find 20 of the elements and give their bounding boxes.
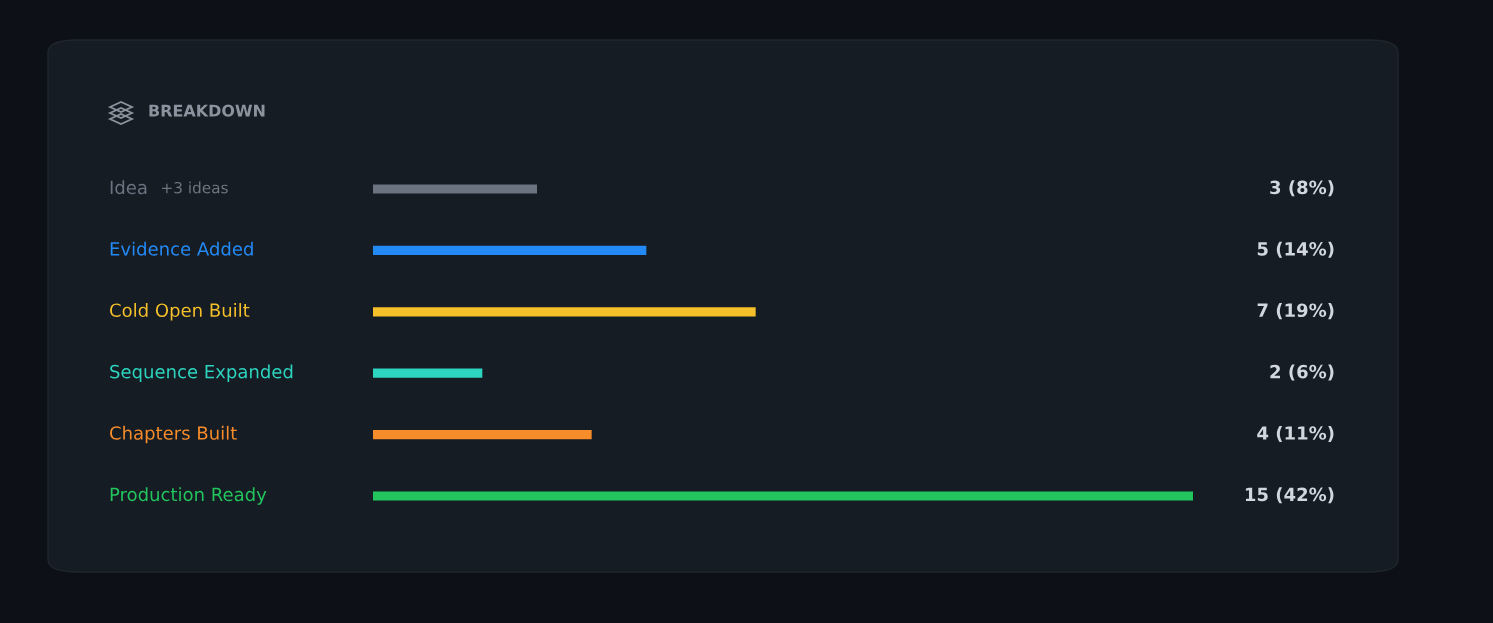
- data-label: 3 (8%): [1270, 180, 1334, 197]
- bar: [373, 245, 647, 256]
- bar: [373, 307, 756, 317]
- data-label: 5 (14%): [1257, 241, 1334, 258]
- bar: [373, 430, 592, 440]
- text: +3 ideas: [162, 181, 228, 194]
- data-label: 15 (42%): [1245, 487, 1334, 504]
- y-tick-label: Sequence Expanded: [110, 364, 293, 382]
- y-tick-label: Evidence Added: [110, 241, 253, 256]
- data-label: 7 (19%): [1257, 303, 1334, 320]
- bar: [373, 368, 483, 378]
- y-tick-label: Idea: [110, 180, 147, 195]
- bar: [373, 184, 537, 194]
- data-label: 4 (11%): [1257, 425, 1334, 442]
- bar: [373, 491, 1193, 501]
- y-tick-label: Production Ready: [110, 487, 267, 505]
- y-tick-label: Chapters Built: [110, 425, 237, 444]
- data-label: 2 (6%): [1270, 364, 1334, 381]
- text: BREAKDOWN: [149, 104, 265, 117]
- y-tick-label: Cold Open Built: [110, 303, 250, 321]
